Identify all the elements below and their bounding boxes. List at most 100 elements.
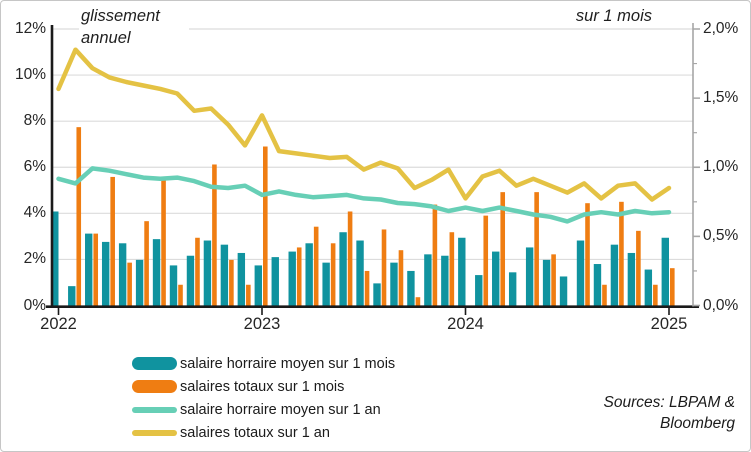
bar-salaire-horaire-mensuel [627,252,636,306]
legend-item-salaires-totaux-1mois: salaires totaux sur 1 mois [132,375,395,398]
bar-salaires-totaux-mensuel [636,230,641,306]
bar-salaires-totaux-mensuel [449,232,455,306]
bar-salaires-totaux-mensuel [347,211,353,306]
line-salaires-totaux-annuel [56,47,672,202]
right-axis-tick-label: 0,5% [703,227,739,245]
bar-salaire-horaire-mensuel [610,244,619,306]
bar-salaires-totaux-mensuel [551,254,556,306]
bar-salaires-totaux-mensuel [144,221,149,306]
bar-salaire-horaire-mensuel [305,243,313,306]
bar-salaires-totaux-mensuel [398,250,404,306]
left-axis-tick-label: 12% [14,20,46,37]
bar-salaire-horaire-mensuel [424,254,432,306]
bar-salaire-horaire-mensuel [152,239,161,306]
bar-salaires-totaux-mensuel [585,203,590,306]
bar-salaire-horaire-mensuel [220,244,229,306]
bar-salaires-totaux-mensuel [263,146,268,306]
bar-salaires-totaux-mensuel [670,268,675,306]
bar-salaire-horaire-mensuel [322,262,330,306]
bar-salaire-horaire-mensuel [661,237,669,306]
bar-salaire-horaire-mensuel [356,240,364,306]
right-axis-tick-label: 2,0% [703,20,739,37]
legend-swatch-mint-line [132,406,177,413]
left-axis-tick-label: 8% [23,112,46,130]
bar-salaires-totaux-mensuel [483,215,489,306]
right-axis-tick-label: 0,0% [703,296,739,314]
left-axis-tick-label: 4% [23,204,46,222]
bar-salaire-horaire-mensuel [407,270,415,306]
legend-swatch-teal-bar [132,357,177,370]
bar-salaires-totaux-mensuel [110,176,115,306]
bar-salaire-horaire-mensuel [254,265,262,306]
bar-salaires-totaux-mensuel [534,192,539,306]
bar-salaires-totaux-mensuel [178,284,183,306]
bar-salaire-horaire-mensuel [593,264,602,306]
x-axis-year-label: 2023 [243,314,281,333]
right-axis-tick-label: 1,5% [703,89,739,107]
bar-salaires-totaux-mensuel [364,270,370,306]
left-axis-title: glissement annuel [79,6,189,50]
bar-salaire-horaire-mensuel [441,255,449,306]
bar-salaires-totaux-mensuel [381,229,387,306]
bar-salaire-horaire-mensuel [135,259,144,306]
bar-salaire-horaire-mensuel [118,243,127,306]
bar-salaire-horaire-mensuel [101,241,110,306]
left-axis-tick-label: 10% [14,66,46,84]
bar-salaires-totaux-mensuel [500,192,506,306]
legend-item-salaires-totaux-1an: salaires totaux sur 1 an [132,421,395,444]
bar-salaires-totaux-mensuel [161,178,166,306]
bar-salaire-horaire-mensuel [169,265,178,306]
line-salaire-horaire-annuel [56,166,672,224]
bar-salaire-horaire-mensuel [525,247,534,306]
legend-label: salaire horraire moyen sur 1 mois [180,355,396,372]
legend-swatch-yellow-line [132,429,177,436]
bar-salaires-totaux-mensuel [93,233,99,306]
bar-salaires-totaux-mensuel [246,284,251,306]
bar-salaires-totaux-mensuel [313,226,319,306]
legend-swatch-orange-bar [132,380,177,393]
bar-salaire-horaire-mensuel [644,269,653,306]
bar-salaires-totaux-mensuel [229,259,234,306]
bar-salaires-totaux-mensuel [415,297,421,306]
legend-item-salaire-horaire-1an: salaire horraire moyen sur 1 an [132,398,395,421]
right-axis-title: sur 1 mois [573,6,654,28]
bar-salaires-totaux-mensuel [212,164,217,306]
bar-salaire-horaire-mensuel [271,257,279,306]
bar-salaires-totaux-mensuel [296,247,302,306]
left-axis-tick-label: 6% [23,158,46,176]
bar-salaire-horaire-mensuel [373,283,381,306]
bar-salaire-horaire-mensuel [508,272,517,306]
bar-salaires-totaux-mensuel [653,284,658,306]
chart-legend: salaire horraire moyen sur 1 mois salair… [132,352,395,444]
bar-salaires-totaux-mensuel [76,127,82,306]
left-axis-tick-label: 2% [23,250,46,268]
x-axis-year-label: 2022 [40,314,77,333]
legend-label: salaire horraire moyen sur 1 an [180,401,381,418]
x-axis-year-label: 2025 [650,314,688,333]
bar-salaires-totaux-mensuel [195,237,200,306]
bar-salaire-horaire-mensuel [576,240,585,306]
bar-salaire-horaire-mensuel [458,237,466,306]
bar-salaire-horaire-mensuel [68,286,76,306]
bar-salaire-horaire-mensuel [51,211,59,306]
bar-salaire-horaire-mensuel [237,252,246,306]
bar-salaire-horaire-mensuel [559,276,568,306]
x-axis-year-label: 2024 [447,314,484,333]
bar-salaires-totaux-mensuel [432,204,438,306]
bar-salaire-horaire-mensuel [339,232,347,306]
bar-salaire-horaire-mensuel [288,251,296,306]
legend-item-salaire-horaire-1mois: salaire horraire moyen sur 1 mois [132,352,395,375]
left-axis-tick-label: 0% [23,296,46,314]
bar-salaire-horaire-mensuel [542,259,551,306]
source-note: Sources: LBPAM & Bloomberg [603,394,735,432]
legend-label: salaires totaux sur 1 an [180,424,330,441]
bar-salaires-totaux-mensuel [619,201,624,306]
legend-label: salaires totaux sur 1 mois [180,378,345,395]
bar-salaire-horaire-mensuel [492,251,500,306]
right-axis-tick-label: 1,0% [703,158,739,176]
bar-salaire-horaire-mensuel [475,275,483,306]
bar-salaires-totaux-mensuel [602,284,607,306]
bar-salaires-totaux-mensuel [127,262,132,306]
bar-salaire-horaire-mensuel [390,262,398,306]
